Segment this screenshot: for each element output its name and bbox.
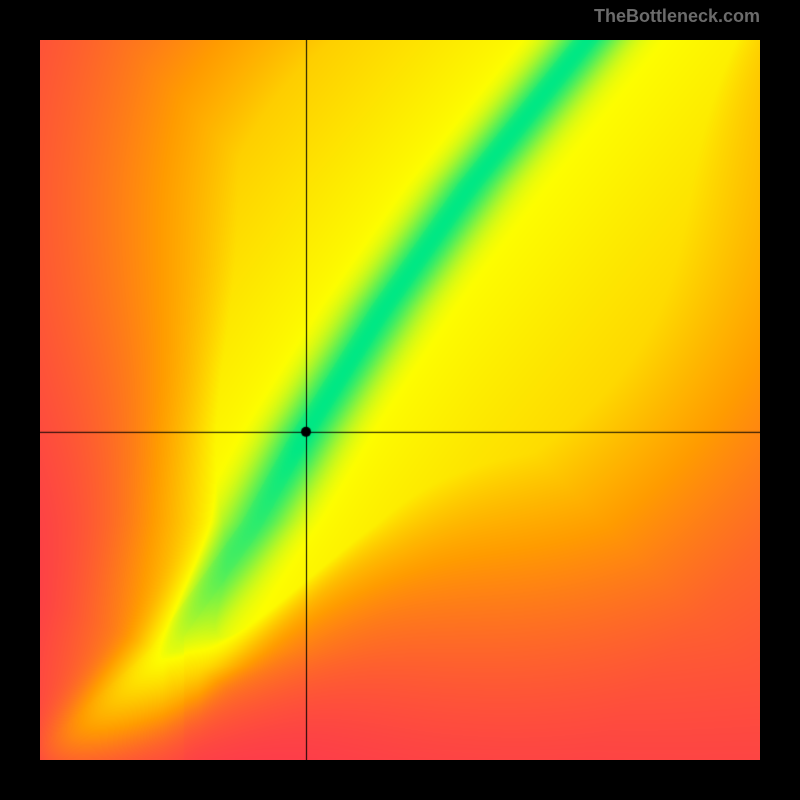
chart-container: TheBottleneck.com [0, 0, 800, 800]
watermark-text: TheBottleneck.com [594, 6, 760, 27]
heatmap-canvas [40, 40, 760, 760]
